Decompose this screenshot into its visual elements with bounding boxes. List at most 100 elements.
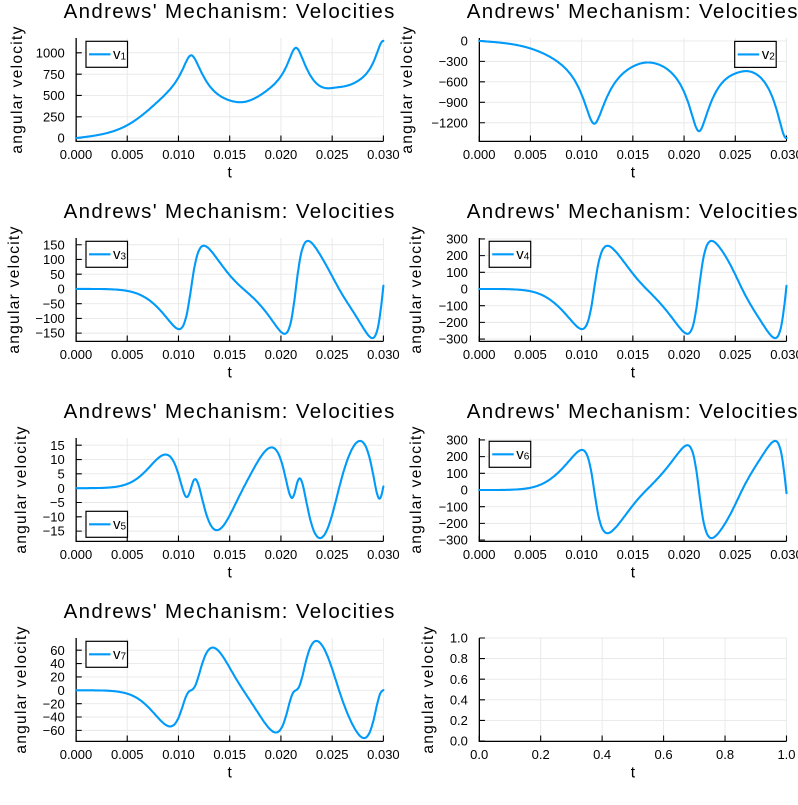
- svg-text:0.0: 0.0: [450, 734, 468, 749]
- svg-text:−200: −200: [439, 315, 468, 330]
- svg-text:−60: −60: [43, 723, 65, 738]
- svg-text:0.010: 0.010: [162, 147, 195, 162]
- svg-text:0.8: 0.8: [716, 747, 734, 762]
- svg-text:0.030: 0.030: [367, 547, 400, 562]
- svg-text:t: t: [228, 565, 233, 582]
- svg-text:0.000: 0.000: [60, 547, 93, 562]
- svg-text:40: 40: [50, 656, 64, 671]
- svg-text:0.030: 0.030: [770, 547, 798, 562]
- svg-text:t: t: [228, 165, 233, 182]
- svg-text:0.020: 0.020: [265, 547, 298, 562]
- svg-text:0: 0: [461, 282, 468, 297]
- svg-text:0.015: 0.015: [213, 347, 246, 362]
- svg-text:Andrews' Mechanism: Velocities: Andrews' Mechanism: Velocities: [64, 200, 396, 223]
- svg-text:angular velocity: angular velocity: [408, 225, 425, 353]
- svg-text:t: t: [631, 365, 636, 382]
- svg-text:−10: −10: [43, 509, 65, 524]
- svg-text:0.015: 0.015: [617, 347, 650, 362]
- svg-text:0.005: 0.005: [111, 347, 144, 362]
- svg-text:angular velocity: angular velocity: [13, 625, 30, 753]
- svg-text:0: 0: [57, 131, 64, 146]
- svg-text:100: 100: [446, 466, 468, 481]
- svg-text:0.010: 0.010: [162, 547, 195, 562]
- svg-text:0.0: 0.0: [470, 747, 488, 762]
- svg-text:0.4: 0.4: [450, 692, 468, 707]
- svg-text:750: 750: [43, 67, 65, 82]
- svg-text:200: 200: [446, 248, 468, 263]
- svg-text:0.005: 0.005: [514, 347, 547, 362]
- svg-text:−5: −5: [50, 495, 65, 510]
- svg-text:0.025: 0.025: [719, 347, 752, 362]
- svg-text:0.020: 0.020: [265, 347, 298, 362]
- svg-text:0.025: 0.025: [316, 747, 349, 762]
- svg-text:0: 0: [57, 282, 64, 297]
- svg-text:−100: −100: [439, 298, 468, 313]
- svg-text:Andrews' Mechanism: Velocities: Andrews' Mechanism: Velocities: [64, 600, 396, 623]
- svg-text:−300: −300: [439, 54, 468, 69]
- svg-text:angular velocity: angular velocity: [9, 25, 26, 153]
- svg-text:0.8: 0.8: [450, 651, 468, 666]
- svg-text:1000: 1000: [36, 45, 65, 60]
- svg-text:−1200: −1200: [431, 115, 468, 130]
- svg-text:0.025: 0.025: [316, 147, 349, 162]
- svg-text:0.025: 0.025: [316, 547, 349, 562]
- svg-text:Andrews' Mechanism: Velocities: Andrews' Mechanism: Velocities: [64, 0, 396, 23]
- svg-text:−900: −900: [439, 95, 468, 110]
- svg-text:angular velocity: angular velocity: [420, 625, 437, 753]
- svg-text:Andrews' Mechanism: Velocities: Andrews' Mechanism: Velocities: [467, 400, 798, 423]
- svg-text:0.005: 0.005: [514, 147, 547, 162]
- svg-text:0.015: 0.015: [213, 147, 246, 162]
- svg-text:250: 250: [43, 109, 65, 124]
- svg-text:−600: −600: [439, 74, 468, 89]
- svg-text:−50: −50: [43, 296, 65, 311]
- svg-text:−200: −200: [439, 516, 468, 531]
- svg-text:angular velocity: angular velocity: [13, 425, 30, 553]
- svg-text:0.010: 0.010: [162, 347, 195, 362]
- svg-text:0.4: 0.4: [593, 747, 611, 762]
- svg-text:15: 15: [50, 438, 64, 453]
- svg-text:150: 150: [43, 237, 65, 252]
- svg-text:0.030: 0.030: [367, 747, 400, 762]
- svg-text:0: 0: [57, 683, 64, 698]
- svg-text:−300: −300: [439, 332, 468, 347]
- svg-text:300: 300: [446, 433, 468, 448]
- svg-text:100: 100: [43, 252, 65, 267]
- svg-text:−100: −100: [439, 499, 468, 514]
- svg-text:−150: −150: [35, 326, 64, 341]
- svg-text:−100: −100: [35, 311, 64, 326]
- svg-text:0.010: 0.010: [162, 747, 195, 762]
- svg-text:0.020: 0.020: [668, 547, 701, 562]
- svg-text:5: 5: [57, 466, 64, 481]
- svg-text:0.030: 0.030: [367, 347, 400, 362]
- svg-text:Andrews' Mechanism: Velocities: Andrews' Mechanism: Velocities: [467, 200, 798, 223]
- svg-text:angular velocity: angular velocity: [399, 25, 416, 153]
- svg-text:0: 0: [461, 483, 468, 498]
- svg-text:0.2: 0.2: [532, 747, 550, 762]
- svg-text:t: t: [631, 165, 636, 182]
- svg-text:Andrews' Mechanism: Velocities: Andrews' Mechanism: Velocities: [64, 400, 396, 423]
- svg-text:−300: −300: [439, 533, 468, 548]
- svg-text:Andrews' Mechanism: Velocities: Andrews' Mechanism: Velocities: [467, 0, 798, 23]
- svg-text:0.005: 0.005: [111, 547, 144, 562]
- svg-text:0.030: 0.030: [770, 147, 798, 162]
- svg-text:0: 0: [57, 481, 64, 496]
- svg-text:0.000: 0.000: [60, 347, 93, 362]
- svg-text:0.025: 0.025: [719, 547, 752, 562]
- svg-text:60: 60: [50, 643, 64, 658]
- svg-text:50: 50: [50, 267, 64, 282]
- svg-text:0.015: 0.015: [213, 747, 246, 762]
- svg-text:0.010: 0.010: [565, 347, 598, 362]
- svg-text:500: 500: [43, 88, 65, 103]
- svg-text:0.005: 0.005: [514, 547, 547, 562]
- svg-text:0.030: 0.030: [770, 347, 798, 362]
- svg-text:200: 200: [446, 449, 468, 464]
- svg-text:t: t: [631, 565, 636, 582]
- svg-text:0.030: 0.030: [367, 147, 400, 162]
- svg-text:0.000: 0.000: [463, 347, 496, 362]
- svg-text:0.025: 0.025: [316, 347, 349, 362]
- svg-text:20: 20: [50, 670, 64, 685]
- svg-text:−40: −40: [43, 710, 65, 725]
- svg-text:0.020: 0.020: [668, 147, 701, 162]
- svg-text:−15: −15: [43, 524, 65, 539]
- svg-text:angular velocity: angular velocity: [6, 225, 23, 353]
